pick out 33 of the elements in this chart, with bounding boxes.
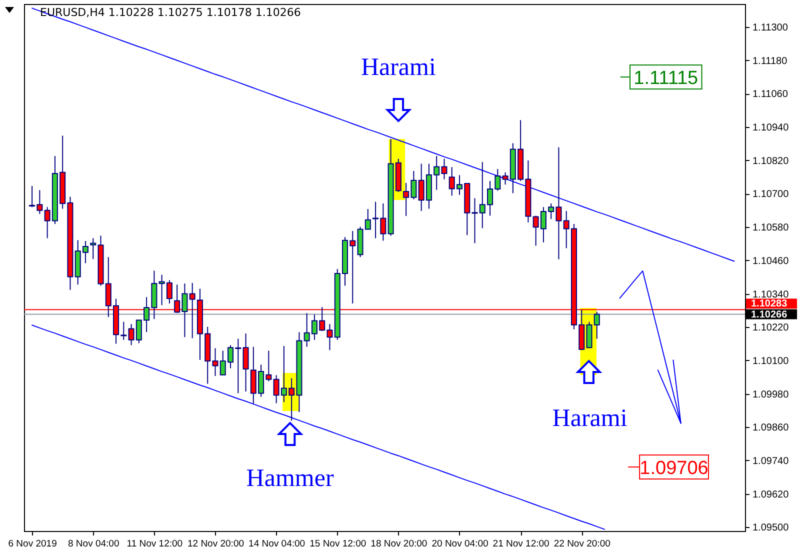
y-tick-label: 1.09620 [752,489,790,500]
y-tick-label: 1.10460 [752,256,790,267]
ref-line-label: 1.10266 [751,309,788,320]
x-tick-label: 8 Nov 04:00 [68,538,120,550]
annotation: Harami [360,54,436,81]
ref-line-label: 1.10283 [751,298,788,310]
x-tick-label: 22 Nov 20:00 [554,538,610,550]
y-tick-label: 1.09740 [752,456,790,467]
x-tick-label: 12 Nov 20:00 [187,538,244,550]
y-tick-label: 1.10940 [752,122,790,134]
annotation: Hammer [246,465,334,492]
y-tick-label: 1.11060 [752,89,788,100]
chart-title: EURUSD,H4 1.10228 1.10275 1.10178 1.10266 [40,6,301,19]
x-tick-label: 21 Nov 12:00 [492,538,550,550]
y-tick-label: 1.11180 [752,56,788,67]
x-tick-label: 20 Nov 04:00 [432,538,488,550]
x-tick-label: 6 Nov 2019 [8,538,57,550]
y-tick-label: 1.09500 [752,522,790,534]
x-tick-label: 14 Nov 04:00 [248,538,306,550]
x-tick-label: 15 Nov 12:00 [310,538,366,550]
x-tick-label: 18 Nov 20:00 [370,538,428,550]
y-tick-label: 1.10820 [752,156,790,167]
x-tick-label: 11 Nov 12:00 [126,538,183,550]
annotation: 1.11115 [634,68,698,89]
y-tick-label: 1.10220 [752,322,790,334]
y-tick-label: 1.11300 [752,22,788,34]
y-tick-label: 1.10100 [752,356,790,367]
y-tick-label: 1.10700 [752,189,790,200]
y-tick-label: 1.09980 [752,389,790,400]
annotation: Harami [552,405,628,432]
y-tick-label: 1.10340 [752,289,790,300]
y-tick-label: 1.09860 [752,422,790,434]
y-tick-label: 1.10580 [752,222,790,234]
